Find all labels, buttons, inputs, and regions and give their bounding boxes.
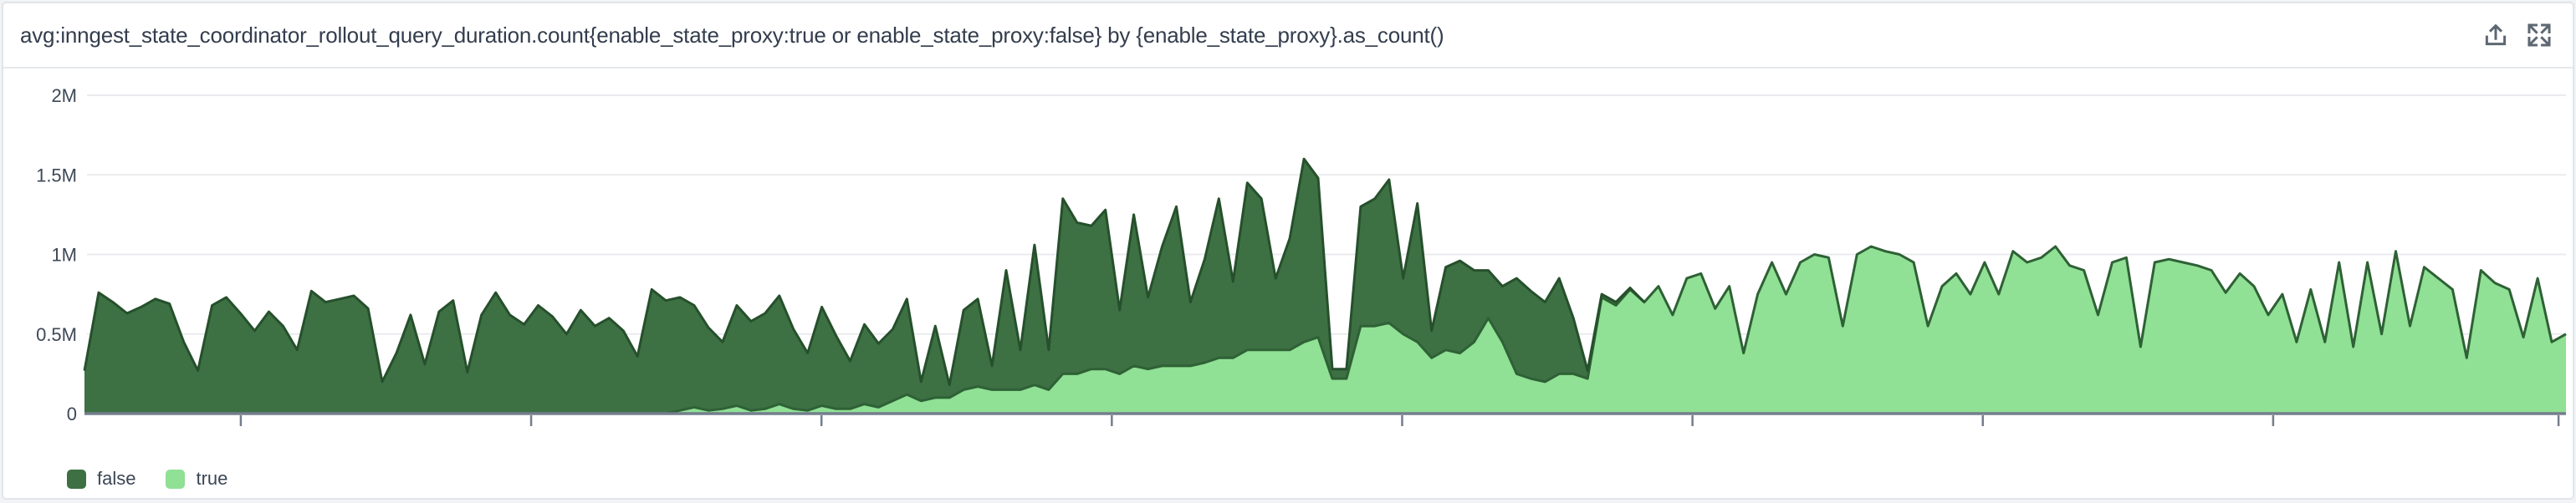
line-false xyxy=(83,157,1646,387)
x-axis-label: Aug 31 xyxy=(503,434,560,436)
legend-swatch-true xyxy=(166,469,186,489)
legend-swatch-false xyxy=(67,469,86,489)
legend-item-true[interactable]: true xyxy=(166,468,227,490)
export-icon[interactable] xyxy=(2481,20,2511,50)
x-axis-label: Sep 14 xyxy=(1084,434,1140,436)
fullscreen-icon[interactable] xyxy=(2524,20,2554,50)
y-axis-label: 0.5M xyxy=(36,324,77,345)
chart-area[interactable]: Aug 24 Aug 31 Sep 7 Sep 14 Sep 21 Sep 28 Oct 5… xyxy=(3,69,2576,453)
x-axis-label: Oct 19 xyxy=(2533,434,2576,436)
widget-title: avg:inngest_state_coordinator_rollout_qu… xyxy=(20,22,1444,48)
y-axis-label: 1.5M xyxy=(36,165,77,185)
x-axis-label: Sep 28 xyxy=(1664,434,1720,436)
widget-header: avg:inngest_state_coordinator_rollout_qu… xyxy=(3,3,2573,69)
x-axis-label: Oct 5 xyxy=(1962,434,2004,436)
area-true xyxy=(84,246,2566,414)
legend-label-true: true xyxy=(196,468,228,489)
legend-label-false: false xyxy=(97,468,136,489)
y-axis-label: 1M xyxy=(51,245,77,266)
timeseries-chart[interactable]: Aug 24 Aug 31 Sep 7 Sep 14 Sep 21 Sep 28 Oct 5… xyxy=(3,69,2576,453)
legend-item-false[interactable]: false xyxy=(67,468,135,490)
x-axis-label: Aug 24 xyxy=(213,434,269,436)
chart-legend: false true xyxy=(67,468,227,490)
x-axis-label: Oct 12 xyxy=(2247,434,2299,436)
y-axis-label: 0 xyxy=(67,404,77,424)
header-actions xyxy=(2481,20,2554,50)
y-axis-label: 2M xyxy=(51,85,77,106)
x-axis-label: Sep 21 xyxy=(1374,434,1430,436)
x-axis-label: Sep 7 xyxy=(799,434,845,436)
